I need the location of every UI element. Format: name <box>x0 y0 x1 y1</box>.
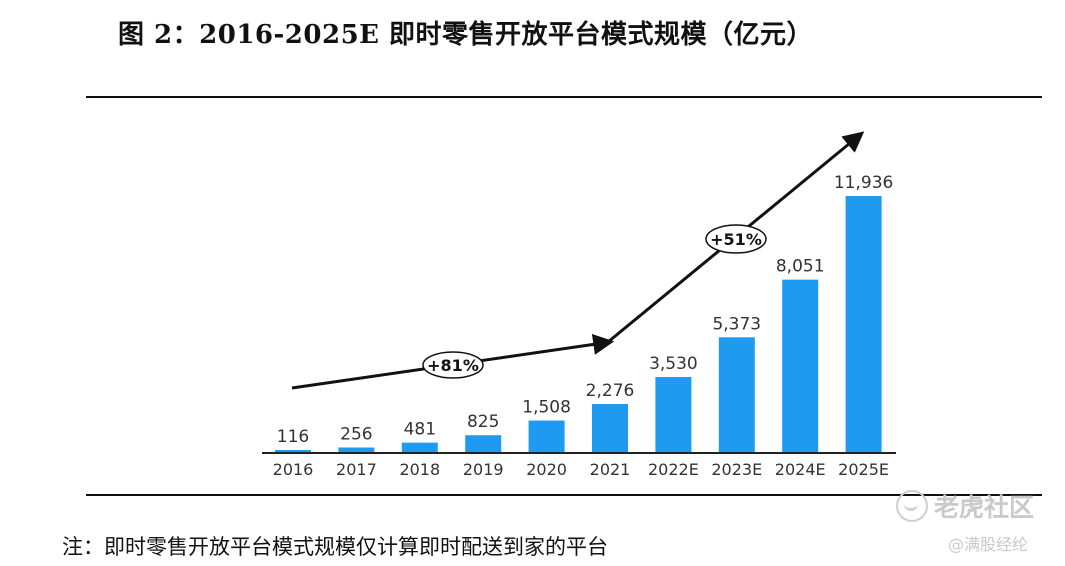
page-title: 图 2：2016-2025E 即时零售开放平台模式规模（亿元） <box>118 20 814 50</box>
value-label-2023e: 5,373 <box>712 314 761 334</box>
x-tick-label-2023e: 2023E <box>711 460 762 479</box>
x-tick-label-2020: 2020 <box>526 460 567 479</box>
x-tick-label-2022e: 2022E <box>648 460 699 479</box>
value-label-2020: 1,508 <box>522 398 571 418</box>
x-tick-label-2016: 2016 <box>273 460 314 479</box>
bar-2021 <box>592 403 628 453</box>
watermark-brand: 老虎社区 <box>896 488 1034 524</box>
bar-2022e <box>655 376 692 453</box>
x-tick-label-2025e: 2025E <box>838 460 889 479</box>
cagr-badge-2016-2021-ellipse <box>422 351 484 379</box>
bar-2020 <box>528 420 565 453</box>
bottom-divider <box>86 494 1042 496</box>
bar-2016 <box>275 450 311 453</box>
value-label-2016: 116 <box>277 427 309 447</box>
footnote: 注：即时零售开放平台模式规模仅计算即时配送到家的平台 <box>62 535 608 559</box>
watermark-author: @满股经纶 <box>948 535 1029 554</box>
bar-2024e <box>782 279 819 453</box>
tiger-community-logo-icon <box>896 490 928 522</box>
cagr-badge-2021-2025e: +51% <box>710 230 762 249</box>
cagr-badge-2021-2025e-ellipse <box>705 224 767 254</box>
x-tick-label-2024e: 2024E <box>775 460 826 479</box>
value-label-2022e: 3,530 <box>649 354 698 374</box>
x-tick-label-2019: 2019 <box>463 460 504 479</box>
bar-2019 <box>465 435 502 453</box>
bar-2017 <box>338 447 375 453</box>
bar-2018 <box>401 442 438 453</box>
value-label-2021: 2,276 <box>586 381 635 401</box>
value-label-2025e: 11,936 <box>834 173 893 193</box>
x-tick-label-2018: 2018 <box>399 460 440 479</box>
value-label-2024e: 8,051 <box>776 257 825 277</box>
value-label-2017: 256 <box>340 424 372 444</box>
watermark-brand-text: 老虎社区 <box>934 493 1035 522</box>
value-label-2018: 481 <box>404 420 436 440</box>
cagr-badge-2016-2021: +81% <box>427 356 479 375</box>
bar-2023e <box>718 337 755 453</box>
x-tick-label-2017: 2017 <box>336 460 377 479</box>
bar-2025e <box>845 196 882 453</box>
value-label-2019: 825 <box>467 412 499 432</box>
x-tick-label-2021: 2021 <box>590 460 631 479</box>
top-divider <box>86 96 1042 98</box>
